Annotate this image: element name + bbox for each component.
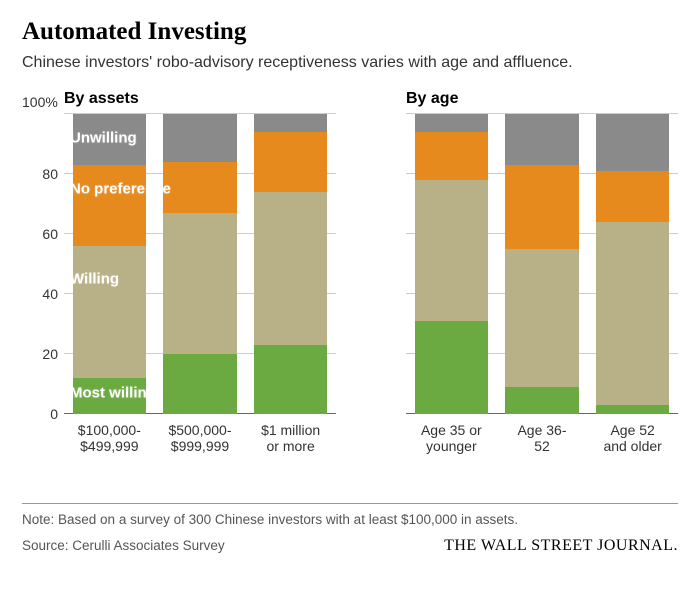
bars-group [406, 114, 678, 414]
stacked-bar [73, 114, 146, 414]
plot-area [406, 114, 678, 414]
y-tick-label: 20 [42, 346, 58, 362]
bar-segment-most_willing [163, 354, 236, 414]
y-axis: 100%020406080 [22, 114, 64, 414]
chart-footer: Source: Cerulli Associates Survey THE WA… [22, 537, 678, 555]
panel-title: By assets [22, 90, 336, 108]
bar-segment-no_preference [254, 132, 327, 192]
bar-segment-no_preference [73, 165, 146, 246]
y-tick-label: 40 [42, 286, 58, 302]
y-tick-label: 0 [50, 406, 58, 422]
bar-segment-most_willing [254, 345, 327, 414]
bar-segment-willing [163, 213, 236, 354]
bar-segment-most_willing [505, 387, 578, 414]
bar-segment-willing [73, 246, 146, 378]
x-tick-label: Age 52and older [596, 422, 669, 456]
chart-area [364, 114, 678, 414]
chart-panel: By assets100% 0 20 40 60 80 Most willingWillin… [22, 90, 336, 456]
bar-segment-no_preference [415, 132, 488, 180]
chart-panel: By age Age 35 oryounger Age 36-52 Age 52and… [364, 90, 678, 456]
x-tick-label: Age 35 oryounger [415, 422, 488, 456]
chart-subtitle: Chinese investors' robo-advisory recepti… [22, 52, 662, 74]
x-axis-labels: Age 35 oryounger Age 36-52 Age 52and older [406, 422, 678, 456]
stacked-bar [254, 114, 327, 414]
bar-segment-unwilling [415, 114, 488, 132]
chart-title: Automated Investing [22, 18, 678, 46]
y-tick-label: 60 [42, 226, 58, 242]
chart-note: Note: Based on a survey of 300 Chinese i… [22, 503, 678, 527]
x-tick-label: Age 36-52 [505, 422, 578, 456]
x-tick-label: $100,000-$499,999 [73, 422, 146, 456]
stacked-bar [163, 114, 236, 414]
bar-segment-willing [254, 192, 327, 345]
bar-segment-willing [505, 249, 578, 387]
y-axis [364, 114, 406, 414]
chart-area: 100%020406080Most willingWillingNo prefe… [22, 114, 336, 414]
charts-container: By assets100% 0 20 40 60 80 Most willingWillin… [22, 90, 678, 456]
panel-title: By age [364, 90, 678, 108]
x-tick-label: $1 millionor more [254, 422, 327, 456]
stacked-bar [505, 114, 578, 414]
bars-group [64, 114, 336, 414]
x-tick-label: $500,000-$999,999 [163, 422, 236, 456]
bar-segment-willing [596, 222, 669, 405]
bar-segment-no_preference [596, 171, 669, 222]
chart-source: Source: Cerulli Associates Survey [22, 538, 225, 553]
y-tick-label: 100% [22, 94, 58, 110]
bar-segment-no_preference [505, 165, 578, 249]
brand-label: THE WALL STREET JOURNAL. [444, 537, 678, 555]
bar-segment-unwilling [73, 114, 146, 165]
bar-segment-most_willing [415, 321, 488, 414]
bar-segment-unwilling [505, 114, 578, 165]
plot-area: Most willingWillingNo preferenceUnwillin… [64, 114, 336, 414]
bar-segment-most_willing [596, 405, 669, 414]
bar-segment-unwilling [163, 114, 236, 162]
stacked-bar [596, 114, 669, 414]
stacked-bar [415, 114, 488, 414]
bar-segment-unwilling [254, 114, 327, 132]
bar-segment-willing [415, 180, 488, 321]
bar-segment-unwilling [596, 114, 669, 171]
bar-segment-most_willing [73, 378, 146, 414]
bar-segment-no_preference [163, 162, 236, 213]
x-axis-labels: $100,000-$499,999 $500,000-$999,999 $1 mil… [64, 422, 336, 456]
y-tick-label: 80 [42, 166, 58, 182]
